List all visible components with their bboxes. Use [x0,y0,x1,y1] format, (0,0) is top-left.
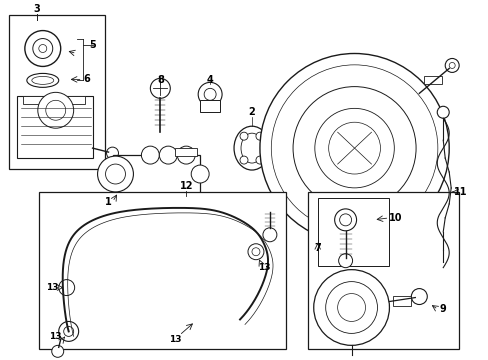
Text: 12: 12 [179,181,193,191]
Circle shape [39,45,47,53]
Text: 13: 13 [49,332,62,341]
Circle shape [191,165,209,183]
Circle shape [63,327,74,336]
Text: 1: 1 [105,197,112,207]
Bar [317,198,388,266]
Text: 11: 11 [453,187,467,197]
Circle shape [325,282,377,333]
Circle shape [38,92,74,128]
Bar [39,192,285,349]
Text: 2: 2 [248,107,255,117]
Circle shape [335,129,373,167]
Text: 3: 3 [33,4,40,14]
Circle shape [448,62,454,68]
Circle shape [313,270,388,345]
Text: 5: 5 [89,40,96,50]
Circle shape [98,156,133,192]
Bar [23,96,84,104]
Circle shape [444,58,458,72]
Circle shape [314,108,393,188]
Bar [200,100,220,112]
Circle shape [255,156,264,164]
Circle shape [59,321,79,341]
Circle shape [46,100,65,120]
Circle shape [177,146,195,164]
Circle shape [338,254,352,268]
Circle shape [251,248,260,256]
Circle shape [150,78,170,98]
Text: 13: 13 [46,283,59,292]
Bar [112,155,200,193]
Circle shape [25,31,61,67]
Circle shape [247,244,264,260]
Circle shape [292,87,415,210]
Bar [9,15,104,169]
Ellipse shape [234,126,269,170]
Circle shape [105,164,125,184]
Text: 8: 8 [157,75,163,85]
Circle shape [334,209,356,231]
Circle shape [240,132,247,140]
Bar [175,148,197,156]
Text: 9: 9 [439,305,446,315]
Text: 7: 7 [314,243,321,253]
Circle shape [198,82,222,106]
Circle shape [106,147,118,159]
Circle shape [159,146,177,164]
Circle shape [52,345,63,357]
Circle shape [436,106,448,118]
Circle shape [271,65,437,231]
Ellipse shape [27,73,59,87]
Circle shape [337,293,365,321]
Bar [393,296,410,306]
Circle shape [203,88,216,100]
Text: 13: 13 [169,335,181,344]
Bar [307,192,458,349]
Ellipse shape [241,133,263,163]
Text: 6: 6 [83,75,90,84]
Circle shape [263,228,276,242]
Circle shape [339,214,351,226]
Circle shape [410,289,427,305]
Circle shape [260,54,448,243]
Circle shape [346,140,362,156]
Ellipse shape [32,76,54,84]
Circle shape [59,280,75,296]
Circle shape [240,156,247,164]
Circle shape [33,39,53,58]
Ellipse shape [328,122,380,174]
Circle shape [141,146,159,164]
Bar [424,76,441,84]
Text: 13: 13 [257,263,270,272]
Circle shape [436,266,448,278]
Bar [17,96,92,158]
Text: 4: 4 [206,75,213,85]
Circle shape [255,132,264,140]
Text: 10: 10 [388,213,401,223]
